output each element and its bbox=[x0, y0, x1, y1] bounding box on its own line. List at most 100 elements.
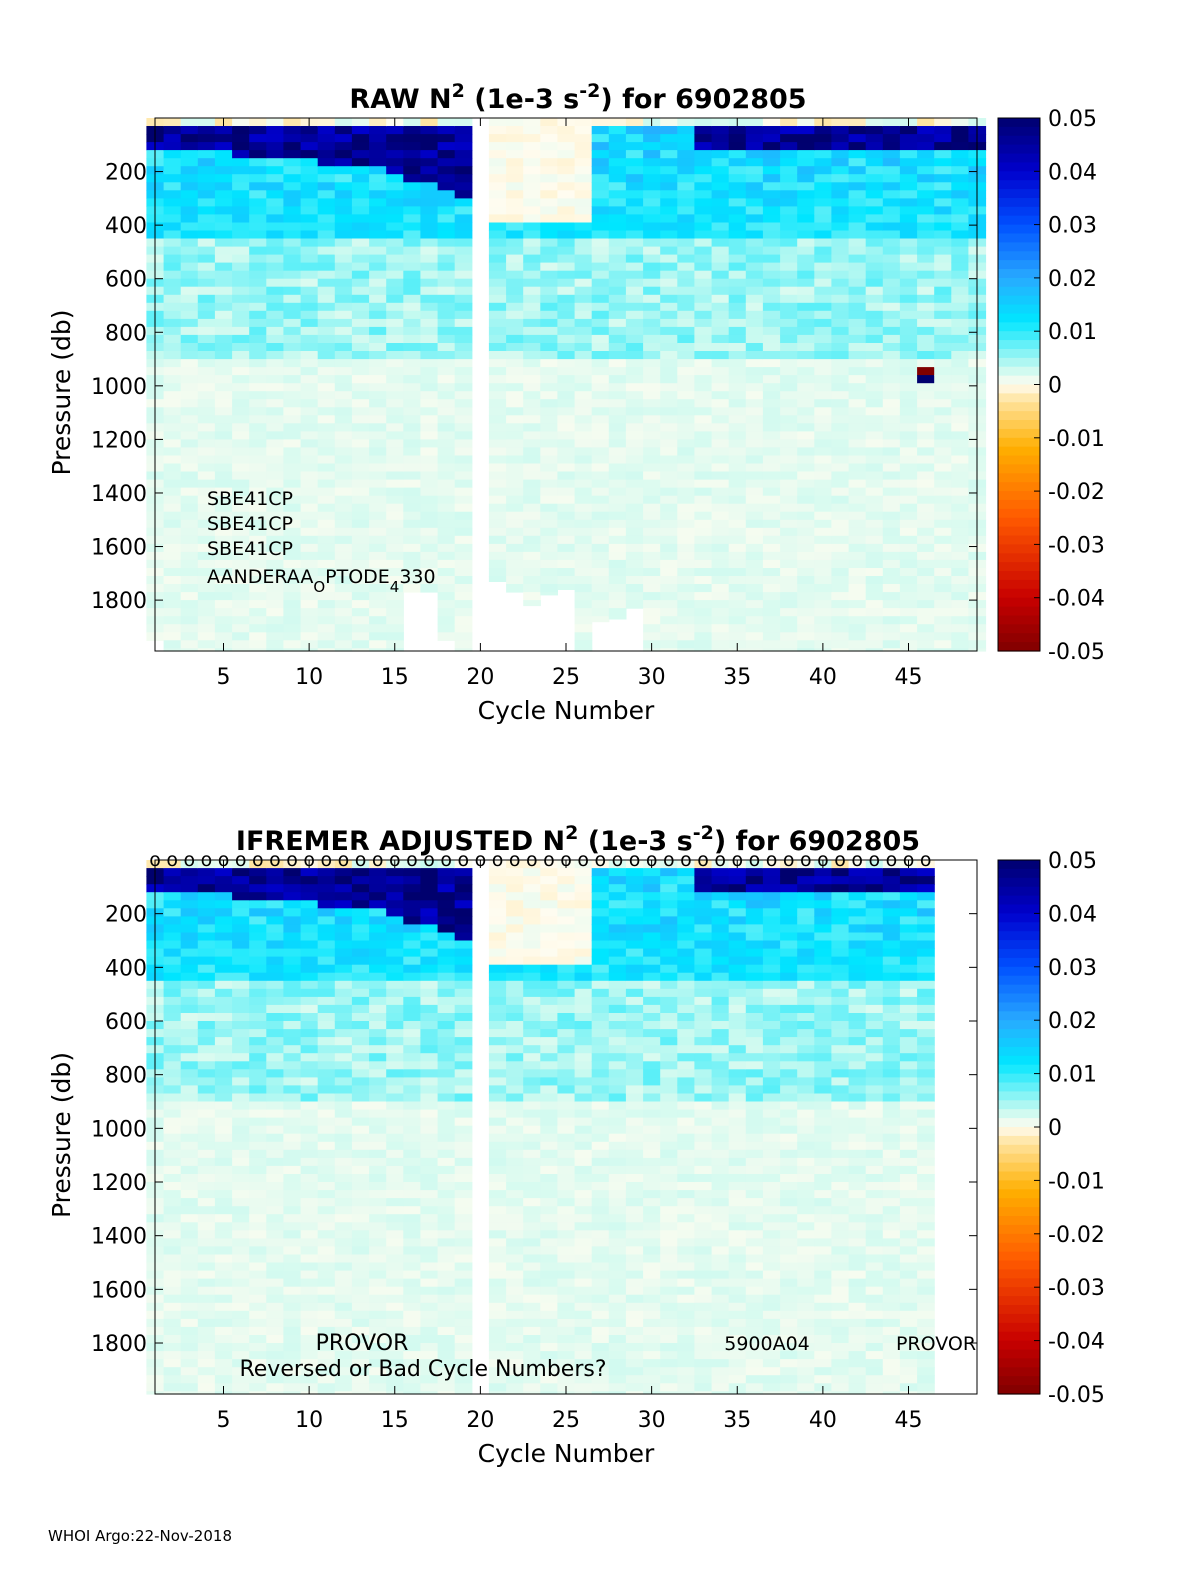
adj-cell bbox=[283, 1029, 302, 1038]
raw-cell bbox=[677, 198, 695, 207]
raw-cell bbox=[660, 254, 678, 264]
raw-cell bbox=[677, 431, 695, 440]
raw-cell bbox=[831, 471, 850, 481]
raw-cell bbox=[625, 190, 644, 199]
raw-cell bbox=[934, 535, 952, 545]
raw-cell bbox=[591, 495, 610, 505]
adj-cell bbox=[403, 1190, 421, 1199]
raw-cell bbox=[591, 190, 610, 199]
raw-cell bbox=[814, 230, 832, 240]
adj-cell bbox=[488, 1310, 507, 1320]
adj-cell bbox=[180, 876, 199, 885]
adj-cell bbox=[420, 1335, 439, 1344]
raw-cell bbox=[831, 182, 850, 191]
raw-xtick-label: 35 bbox=[723, 665, 751, 690]
raw-cell bbox=[728, 568, 747, 577]
raw-cell bbox=[660, 527, 678, 537]
raw-cell bbox=[677, 182, 695, 191]
raw-cell bbox=[711, 150, 730, 159]
raw-cell bbox=[608, 431, 627, 440]
raw-cell bbox=[780, 326, 798, 336]
adj-cell bbox=[386, 1318, 404, 1328]
raw-cell bbox=[865, 326, 884, 336]
adj-cell bbox=[540, 1125, 558, 1135]
raw-cell bbox=[369, 343, 387, 352]
adj-cell bbox=[437, 1157, 456, 1167]
adj-cell bbox=[197, 956, 216, 966]
raw-cell bbox=[232, 126, 250, 135]
raw-cell bbox=[660, 624, 678, 633]
raw-cell bbox=[951, 551, 969, 561]
raw-cell bbox=[266, 318, 284, 328]
raw-cell bbox=[300, 527, 319, 537]
adj-cell bbox=[317, 1343, 336, 1352]
raw-cell bbox=[369, 487, 387, 497]
raw-cell bbox=[711, 334, 730, 344]
adj-cell bbox=[180, 916, 199, 926]
raw-cell bbox=[369, 383, 387, 392]
raw-cell bbox=[523, 182, 541, 191]
raw-cell bbox=[163, 640, 182, 649]
raw-cell bbox=[831, 334, 850, 344]
adj-cell bbox=[574, 1359, 593, 1368]
adj-cell bbox=[454, 956, 473, 966]
raw-cell bbox=[197, 190, 216, 199]
adj-cell bbox=[540, 1037, 558, 1046]
raw-cell bbox=[608, 608, 627, 617]
raw-cell bbox=[917, 447, 935, 456]
raw-colorbar-segment bbox=[998, 491, 1040, 501]
raw-cell bbox=[643, 270, 661, 280]
raw-cell bbox=[711, 206, 730, 215]
adj-cell bbox=[283, 1182, 302, 1191]
adj-cell bbox=[300, 1246, 319, 1256]
raw-cell bbox=[934, 415, 952, 424]
raw-cell bbox=[934, 519, 952, 529]
raw-cell bbox=[917, 222, 935, 232]
raw-cell bbox=[437, 134, 456, 143]
adj-cell bbox=[232, 1270, 250, 1280]
raw-cell bbox=[317, 399, 336, 408]
raw-colorbar-segment bbox=[998, 295, 1040, 306]
raw-cell bbox=[728, 391, 747, 400]
raw-cell bbox=[951, 326, 969, 336]
raw-cell bbox=[351, 383, 370, 392]
raw-cell bbox=[214, 158, 233, 167]
raw-cell bbox=[625, 262, 644, 272]
adj-cell bbox=[232, 964, 250, 974]
raw-cell bbox=[951, 134, 969, 143]
raw-cell bbox=[745, 495, 764, 505]
adj-cell bbox=[249, 1165, 267, 1175]
adj-cell bbox=[232, 1359, 250, 1368]
raw-cell bbox=[540, 479, 558, 489]
raw-cell bbox=[369, 222, 387, 232]
raw-cell bbox=[163, 600, 182, 609]
raw-cell bbox=[437, 246, 456, 256]
adj-cell bbox=[437, 876, 456, 885]
raw-cell bbox=[831, 592, 850, 601]
raw-cell bbox=[403, 270, 421, 280]
adj-cell bbox=[197, 1318, 216, 1328]
raw-cell bbox=[420, 359, 439, 368]
raw-cell bbox=[814, 134, 832, 143]
raw-cell bbox=[643, 351, 661, 360]
adj-cell bbox=[232, 1367, 250, 1376]
raw-cell bbox=[574, 439, 593, 448]
adj-cell bbox=[317, 1109, 336, 1119]
adj-cell bbox=[351, 860, 370, 869]
adj-cell bbox=[266, 1302, 284, 1312]
raw-cell bbox=[660, 286, 678, 296]
adj-cell bbox=[540, 1238, 558, 1248]
adj-cell bbox=[506, 1013, 524, 1022]
raw-cell bbox=[728, 431, 747, 440]
adj-cell bbox=[369, 892, 387, 901]
raw-cell bbox=[574, 254, 593, 264]
raw-cell bbox=[351, 415, 370, 424]
raw-cell bbox=[951, 415, 969, 424]
raw-cell bbox=[437, 527, 456, 537]
adj-cell bbox=[283, 980, 302, 990]
raw-cell bbox=[934, 632, 952, 641]
raw-cell bbox=[677, 343, 695, 352]
raw-cell bbox=[814, 294, 832, 304]
raw-cell bbox=[437, 375, 456, 384]
raw-cell bbox=[951, 278, 969, 288]
